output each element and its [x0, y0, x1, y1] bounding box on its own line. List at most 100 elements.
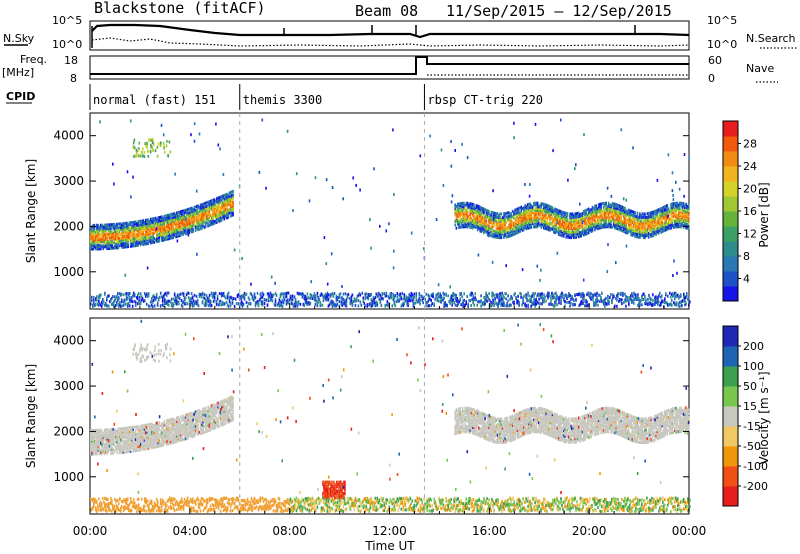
data-cell [611, 298, 613, 302]
data-cell [490, 216, 493, 220]
data-cell [650, 220, 652, 224]
data-cell [174, 229, 177, 233]
data-cell [201, 223, 203, 227]
data-cell [191, 215, 193, 219]
data-cell [478, 212, 480, 216]
data-cell [112, 223, 115, 226]
data-cell [604, 223, 606, 227]
data-cell [102, 236, 105, 240]
data-cell [529, 218, 531, 222]
data-cell [317, 297, 320, 301]
data-cell [560, 230, 563, 234]
data-cell [615, 226, 617, 230]
data-cell [190, 297, 193, 301]
data-cell [509, 218, 511, 221]
data-cell [504, 212, 506, 216]
data-cell [93, 234, 96, 238]
data-cell [466, 210, 469, 214]
data-cell [516, 299, 518, 303]
data-cell [508, 211, 510, 215]
data-cell [178, 225, 181, 229]
data-cell [528, 208, 530, 212]
data-cell [627, 214, 630, 218]
data-cell [504, 217, 506, 221]
data-cell [504, 213, 506, 217]
data-cell [540, 293, 542, 297]
data-cell [193, 302, 196, 306]
data-cell [182, 218, 184, 222]
data-cell [558, 222, 560, 225]
data-cell [464, 210, 466, 214]
data-cell [169, 224, 172, 227]
data-cell [335, 299, 338, 303]
data-cell [674, 207, 676, 211]
data-cell [115, 231, 117, 235]
data-cell [153, 226, 156, 230]
data-cell [596, 220, 599, 223]
data-cell [483, 209, 485, 213]
data-cell [144, 235, 147, 239]
data-cell [472, 301, 474, 305]
data-cell [232, 211, 234, 215]
data-cell [556, 230, 559, 234]
data-cell [617, 216, 620, 220]
data-cell [440, 300, 442, 304]
data-cell [474, 210, 476, 214]
data-cell [469, 209, 471, 213]
data-cell [611, 207, 614, 211]
data-cell [172, 236, 174, 240]
data-cell [103, 241, 106, 245]
data-cell [571, 230, 574, 234]
data-cell [174, 231, 177, 235]
data-cell [590, 230, 592, 233]
data-cell [523, 213, 525, 217]
data-cell [159, 230, 162, 234]
data-cell [96, 245, 98, 249]
data-cell [671, 224, 674, 228]
data-cell [599, 213, 601, 217]
data-cell [206, 212, 208, 216]
data-cell [607, 223, 610, 227]
data-cell [499, 216, 501, 220]
data-cell [556, 217, 559, 221]
data-cell [117, 246, 120, 250]
data-cell [129, 239, 132, 243]
data-cell [584, 209, 586, 213]
data-cell [223, 215, 226, 219]
data-cell [539, 207, 541, 211]
data-cell [670, 217, 672, 221]
data-cell [624, 212, 626, 216]
data-cell [214, 210, 217, 214]
data-cell [679, 225, 681, 229]
data-cell [227, 201, 229, 205]
data-cell [191, 217, 193, 221]
data-cell [188, 225, 191, 229]
data-cell [670, 226, 672, 230]
data-cell [609, 296, 611, 299]
data-cell [156, 232, 158, 236]
data-cell [552, 293, 554, 297]
data-cell [649, 296, 651, 300]
data-cell [621, 222, 624, 225]
data-cell [579, 231, 581, 235]
data-cell [685, 210, 687, 213]
data-cell [655, 231, 657, 235]
data-cell [581, 223, 584, 227]
data-cell [104, 303, 106, 307]
data-cell [95, 302, 97, 306]
data-cell [176, 227, 178, 231]
data-cell [242, 294, 245, 298]
data-cell [468, 205, 470, 209]
data-cell [484, 224, 486, 228]
data-cell [615, 217, 617, 221]
data-cell [199, 203, 202, 207]
data-cell [111, 223, 113, 227]
data-cell [681, 223, 684, 227]
data-cell [116, 222, 118, 226]
data-cell [120, 240, 122, 244]
data-cell [592, 214, 595, 218]
data-cell [677, 219, 680, 223]
data-cell [171, 236, 173, 240]
data-cell [177, 234, 179, 238]
data-cell [492, 298, 494, 302]
